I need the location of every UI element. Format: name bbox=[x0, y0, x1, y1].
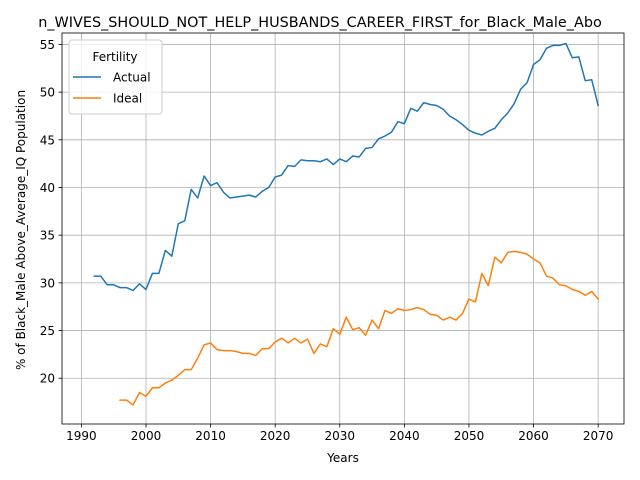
series-line-actual bbox=[93, 42, 600, 292]
y-tick-label: 40 bbox=[40, 181, 55, 195]
series-lines bbox=[93, 42, 600, 406]
y-axis-label: % of Black_Male Above_Average_IQ Populat… bbox=[14, 90, 28, 370]
x-tick-label: 2060 bbox=[518, 429, 549, 443]
y-tick-label: 30 bbox=[40, 276, 55, 290]
y-tick-label: 35 bbox=[40, 229, 55, 243]
x-tick-label: 2030 bbox=[324, 429, 355, 443]
y-tick-label: 50 bbox=[40, 86, 55, 100]
x-tick-label: 1990 bbox=[66, 429, 97, 443]
y-tick-label: 45 bbox=[40, 133, 55, 147]
y-axis-ticks: 20 25 30 35 40 45 50 55 bbox=[40, 38, 62, 386]
x-tick-label: 2000 bbox=[131, 429, 162, 443]
y-tick-label: 55 bbox=[40, 38, 55, 52]
x-axis-ticks: 1990 2000 2010 2020 2030 2040 2050 2060 2070 bbox=[66, 424, 613, 443]
legend: Fertility Actual Ideal bbox=[68, 39, 163, 115]
x-axis-label: Years bbox=[326, 451, 359, 465]
legend-title: Fertility bbox=[92, 50, 137, 64]
x-tick-label: 2050 bbox=[454, 429, 485, 443]
legend-entries: Actual Ideal bbox=[73, 71, 151, 106]
grid-lines bbox=[62, 33, 624, 424]
x-tick-label: 2010 bbox=[195, 429, 226, 443]
legend-label-ideal: Ideal bbox=[113, 92, 142, 106]
series-line-ideal bbox=[119, 250, 600, 406]
legend-label-actual: Actual bbox=[113, 71, 151, 85]
x-tick-label: 2070 bbox=[583, 429, 614, 443]
y-tick-label: 25 bbox=[40, 324, 55, 338]
y-tick-label: 20 bbox=[40, 372, 55, 386]
legend-frame bbox=[68, 39, 163, 115]
chart-title: n_WIVES_SHOULD_NOT_HELP_HUSBANDS_CAREER_… bbox=[38, 15, 602, 31]
x-tick-label: 2020 bbox=[260, 429, 291, 443]
plot-area-frame bbox=[61, 32, 625, 425]
x-tick-label: 2040 bbox=[389, 429, 420, 443]
